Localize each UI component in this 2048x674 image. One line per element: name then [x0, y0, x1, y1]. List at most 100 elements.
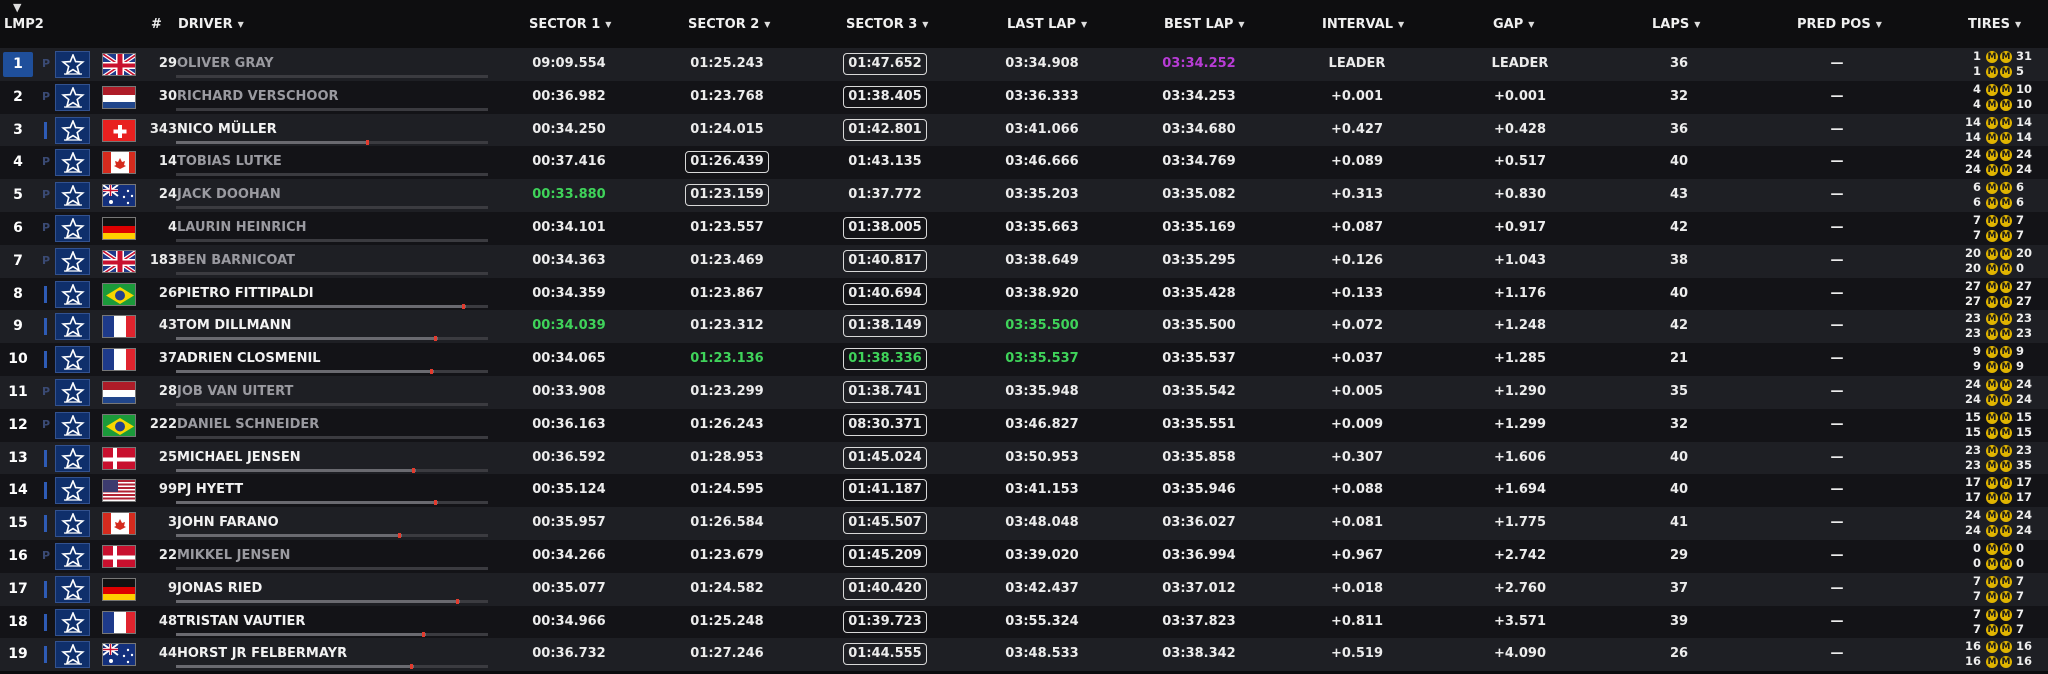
- table-row[interactable]: 8 26 PIETRO FITTIPALDI 00:34.359 01:23.8…: [0, 277, 2048, 311]
- table-row[interactable]: 19 44 HORST JR FELBERMAYR 00:36.732 01:2…: [0, 638, 2048, 672]
- medium-tire-icon: M: [1986, 444, 1998, 457]
- tire-row-front: 1 M M 31: [1940, 49, 2045, 64]
- medium-tire-icon: M: [1986, 328, 1998, 341]
- driver-name[interactable]: LAURIN HEINRICH: [177, 219, 307, 235]
- sector1-cell: 00:33.908: [490, 376, 648, 409]
- header-driver[interactable]: DRIVER ▼: [178, 17, 244, 32]
- interval-value: +0.087: [1330, 219, 1383, 235]
- table-row[interactable]: 9 43 TOM DILLMANN 00:34.039 01:23.312 01…: [0, 310, 2048, 344]
- table-row[interactable]: 1 P 29 OLIVER GRAY 09:09.554 01:25.243 0…: [0, 48, 2048, 81]
- driver-name[interactable]: JONAS RIED: [177, 580, 263, 596]
- collapse-caret-icon[interactable]: ▼: [13, 1, 22, 14]
- tire-row-front: 4 M M 10: [1940, 82, 2045, 97]
- driver-name[interactable]: JOB VAN UITERT: [177, 383, 294, 399]
- table-row[interactable]: 11 P 28 JOB VAN UITERT 00:33.908 01:23.2…: [0, 375, 2048, 409]
- header-last-lap[interactable]: LAST LAP ▼: [1007, 17, 1087, 32]
- tire-age-left: 9: [1972, 344, 1981, 359]
- sector1-time: 00:36.163: [532, 416, 606, 432]
- driver-name[interactable]: OLIVER GRAY: [177, 56, 274, 71]
- position: 2: [13, 88, 23, 105]
- pit-indicator: P: [41, 57, 51, 70]
- tire-age-left: 15: [1964, 409, 1981, 424]
- driver-name[interactable]: TRISTAN VAUTIER: [177, 613, 306, 629]
- lap-progress-bar: [176, 107, 488, 111]
- driver-name[interactable]: PIETRO FITTIPALDI: [177, 285, 314, 301]
- header-pred-pos[interactable]: PRED POS ▼: [1797, 17, 1882, 32]
- header-tires[interactable]: TIRES ▼: [1968, 17, 2021, 32]
- team-logo-icon: [55, 378, 90, 406]
- position: 11: [8, 383, 28, 400]
- header-interval[interactable]: INTERVAL ▼: [1322, 17, 1404, 32]
- table-row[interactable]: 14 99 PJ HYETT 00:35.124 01:24.595 01:41…: [0, 474, 2048, 508]
- driver-name[interactable]: MIKKEL JENSEN: [177, 547, 291, 563]
- tire-age-left: 27: [1964, 278, 1981, 293]
- driver-name[interactable]: BEN BARNICOAT: [177, 252, 296, 268]
- best-lap-time: 03:35.428: [1162, 285, 1236, 301]
- driver-name[interactable]: TOM DILLMANN: [177, 318, 292, 334]
- medium-tire-icon: M: [2000, 641, 2012, 654]
- last-lap-time: 03:42.437: [1005, 580, 1079, 596]
- tire-age-left: 24: [1964, 523, 1981, 538]
- driver-name[interactable]: DANIEL SCHNEIDER: [177, 416, 320, 432]
- sector2-cell: 01:23.867: [648, 278, 806, 311]
- sector3-cell: 01:47.652: [806, 48, 964, 81]
- header-best-lap[interactable]: BEST LAP ▼: [1164, 17, 1245, 32]
- germany-flag-icon: [102, 216, 136, 240]
- table-row[interactable]: 12 P 222 DANIEL SCHNEIDER 00:36.163 01:2…: [0, 408, 2048, 442]
- driver-name[interactable]: RICHARD VERSCHOOR: [177, 88, 339, 104]
- driver-name[interactable]: MICHAEL JENSEN: [177, 449, 301, 465]
- last-lap-time: 03:41.066: [1005, 121, 1079, 137]
- medium-tire-icon: M: [1986, 608, 1998, 621]
- medium-tire-icon: M: [1986, 116, 1998, 129]
- tire-age-right: 20: [2016, 245, 2033, 260]
- table-row[interactable]: 4 P 14 TOBIAS LUTKE 00:37.416 01:26.439 …: [0, 146, 2048, 180]
- gap-value: +2.742: [1493, 547, 1546, 563]
- class-filter[interactable]: LMP2: [4, 17, 44, 32]
- table-row[interactable]: 10 37 ADRIEN CLOSMENIL 00:34.065 01:23.1…: [0, 343, 2048, 376]
- laps-value: 43: [1669, 187, 1689, 203]
- table-row[interactable]: 2 P 30 RICHARD VERSCHOOR 00:36.982 01:23…: [0, 80, 2048, 114]
- tire-info: 24 M M 24 24 M M 24: [1940, 147, 2045, 178]
- medium-tire-icon: M: [2000, 361, 2012, 374]
- lap-progress-bar: [176, 598, 488, 604]
- lap-progress-bar: [176, 369, 488, 375]
- driver-name[interactable]: HORST JR FELBERMAYR: [177, 646, 348, 662]
- table-row[interactable]: 17 9 JONAS RIED 00:35.077 01:24.582 01:4…: [0, 572, 2048, 606]
- medium-tire-icon: M: [2000, 247, 2012, 260]
- table-row[interactable]: 3 343 NICO MÜLLER 00:34.250 01:24.015 01…: [0, 113, 2048, 147]
- car-number: 29: [158, 56, 177, 71]
- sector3-cell: 01:42.801: [806, 114, 964, 147]
- header-sector1[interactable]: SECTOR 1 ▼: [529, 17, 611, 32]
- table-row[interactable]: 13 25 MICHAEL JENSEN 00:36.592 01:28.953…: [0, 441, 2048, 475]
- medium-tire-icon: M: [2000, 262, 2012, 275]
- header-sector3[interactable]: SECTOR 3 ▼: [846, 17, 928, 32]
- lap-progress-bar: [176, 336, 488, 342]
- table-row[interactable]: 15 3 JOHN FARANO 00:35.957 01:26.584 01:…: [0, 507, 2048, 540]
- table-row[interactable]: 5 P 24 JACK DOOHAN 00:33.880 01:23.159 0…: [0, 179, 2048, 212]
- driver-name[interactable]: JACK DOOHAN: [177, 187, 281, 203]
- tire-age-left: 4: [1972, 81, 1981, 96]
- header-gap[interactable]: GAP ▼: [1493, 17, 1534, 32]
- sector3-time: 01:42.801: [843, 118, 927, 141]
- driver-name[interactable]: PJ HYETT: [177, 482, 244, 498]
- header-laps[interactable]: LAPS ▼: [1652, 17, 1700, 32]
- sector2-cell: 01:26.439: [648, 146, 806, 179]
- table-row[interactable]: 16 P 22 MIKKEL JENSEN 00:34.266 01:23.67…: [0, 539, 2048, 573]
- table-row[interactable]: 6 P 4 LAURIN HEINRICH 00:34.101 01:23.55…: [0, 211, 2048, 245]
- lap-progress-bar: [176, 435, 488, 439]
- table-header: ▼ LMP2 # DRIVER ▼ SECTOR 1 ▼ SECTOR 2 ▼ SEC…: [0, 0, 2048, 48]
- driver-name[interactable]: TOBIAS LUTKE: [177, 154, 282, 170]
- medium-tire-icon: M: [2000, 590, 2012, 603]
- driver-name[interactable]: NICO MÜLLER: [177, 121, 277, 137]
- tire-row-rear: 7 M M 7: [1940, 589, 2045, 604]
- driver-name[interactable]: JOHN FARANO: [177, 515, 279, 531]
- laps-value: 38: [1669, 252, 1689, 268]
- medium-tire-icon: M: [1986, 411, 1998, 424]
- medium-tire-icon: M: [2000, 313, 2012, 326]
- team-logo-icon: [55, 83, 90, 111]
- header-sector2[interactable]: SECTOR 2 ▼: [688, 17, 770, 32]
- tire-info: 7 M M 7 7 M M 7: [1940, 607, 2045, 638]
- table-row[interactable]: 18 48 TRISTAN VAUTIER 00:34.966 01:25.24…: [0, 605, 2048, 639]
- driver-name[interactable]: ADRIEN CLOSMENIL: [177, 351, 321, 367]
- table-row[interactable]: 7 P 183 BEN BARNICOAT 00:34.363 01:23.46…: [0, 244, 2048, 278]
